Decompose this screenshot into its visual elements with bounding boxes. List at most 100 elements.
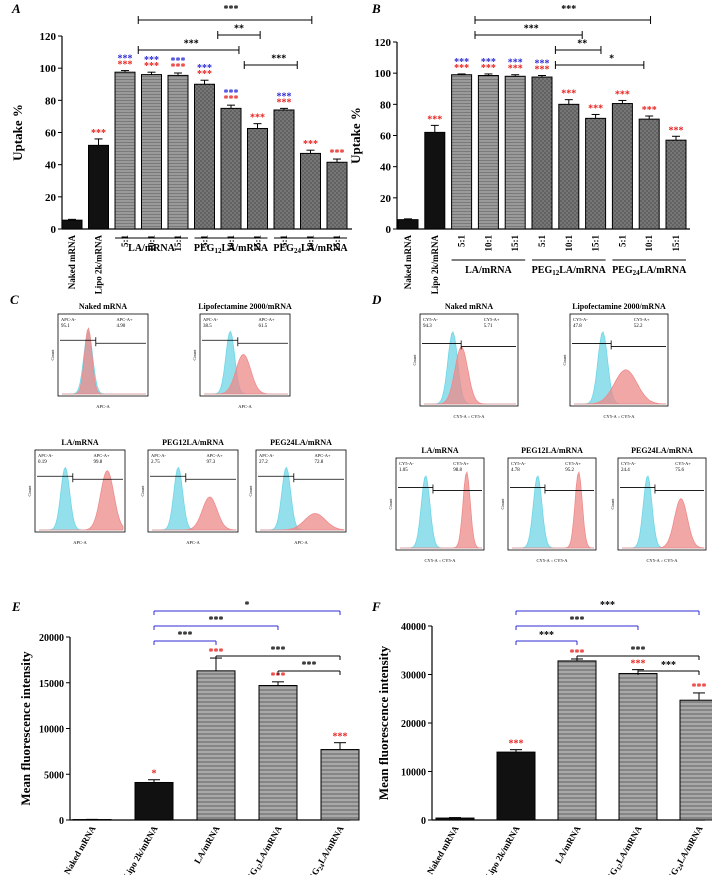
y-tick-label: 80 [380,99,392,111]
flow-x-axis-label: APC-A [96,404,110,409]
y-tick-label: 40 [45,160,57,172]
flow-plot-title: LA/mRNA [61,438,99,447]
bar [141,74,162,230]
x-tick-label: 10:1 [644,235,654,252]
x-tick-label: 5:1 [617,235,627,247]
significance-red: *** [561,89,576,100]
significance-red: *** [197,69,212,80]
gate-value-positive: 98.8 [453,468,462,473]
x-tick-label: Lipo 2k/mRNA [483,824,522,875]
significance-red: *** [588,103,603,114]
flow-plot-title: Lipofectamine 2000/mRNA [572,302,666,311]
significance-red: *** [171,62,186,73]
significance-blue: *** [454,57,469,68]
significance-red: *** [570,648,585,659]
gate-value-negative: 94.3 [423,324,432,329]
bar [134,781,174,821]
significance-red: *** [669,125,684,136]
flow-y-axis-label: Count [140,485,145,497]
y-tick-label: 20000 [401,719,426,730]
bracket-label: *** [178,630,193,641]
bar [477,75,499,230]
y-tick-label: 60 [45,128,57,140]
gate-value-positive: 75.6 [675,468,684,473]
bracket-label: *** [209,615,224,626]
x-tick-label: PEG24LA/mRNA [663,824,707,875]
y-tick-label: 100 [40,63,57,75]
bracket-label: * [245,600,250,611]
significance-red: *** [509,739,524,750]
bracket-label: *** [600,600,615,611]
gate-label-positive: APC-A+ [259,317,276,322]
flow-x-axis-label: APC-A [238,404,252,409]
bracket-label: *** [539,630,554,641]
bar [194,83,215,230]
gate-label-positive: APC-A+ [315,453,332,458]
flow-y-axis-label: Count [610,498,615,510]
bar [320,749,360,821]
y-axis-label: Mean fluorescence intensity [376,645,391,800]
sample-histogram [152,496,237,531]
gate-value-negative: 47.8 [573,324,582,329]
uptake-chart-A: 0 20 40 60 80 100 120 Uptake % Naked mRNA *** Lipo… [10,4,352,294]
bar [451,74,473,230]
x-tick-label: 15:1 [591,235,601,252]
x-tick-label: 5:1 [457,235,467,247]
gate-label-negative: CY5-A- [511,461,526,466]
flow-plot-title: PEG24LA/mRNA [270,438,332,447]
gate-label-positive: APC-A+ [94,453,111,458]
gate-label-negative: CY5-A- [573,317,588,322]
significance-red: *** [224,94,239,105]
significance-red: *** [481,63,496,74]
group-label: LA/mRNA [128,243,175,254]
gate-label-positive: CY5-A+ [634,317,650,322]
y-tick-label: 0 [386,224,392,236]
bar [88,144,109,230]
significance-red: *** [615,89,630,100]
bracket-label: * [609,54,614,65]
bracket-label: *** [302,660,317,671]
bracket-label: ** [234,24,244,35]
flow-y-axis-label: Count [500,498,505,510]
bar [435,817,475,821]
significance-red: * [152,769,157,780]
bar [618,673,658,821]
x-tick-label: Naked mRNA [67,235,77,290]
significance-red: *** [91,128,106,139]
bar [61,219,83,230]
panel-label-E: E [11,599,21,614]
flow-x-axis-label: APC-A [294,540,308,545]
x-tick-label: 5:1 [537,235,547,247]
gate-label-positive: APC-A+ [207,453,224,458]
flow-y-axis-label: Count [248,485,253,497]
x-tick-label: Lipo 2k/mRNA [121,824,160,875]
y-tick-label: 60 [380,131,392,143]
significance-red: *** [535,65,550,76]
flow-x-axis-label: CY5-A :: CY5-A [646,558,678,563]
significance-blue: *** [144,55,159,66]
y-tick-label: 100 [375,68,392,80]
flow-y-axis-label: Count [388,498,393,510]
bracket-label: *** [224,4,239,15]
y-tick-label: 5000 [44,770,64,781]
y-tick-label: 20 [45,192,57,204]
bar [114,71,136,230]
flow-x-axis-label: APC-A [186,540,200,545]
panel-label-A: A [11,1,21,16]
significance-red: *** [631,659,646,670]
significance-red: *** [454,63,469,74]
flow-plot-title: Naked mRNA [445,302,493,311]
flow-plot-frame [617,457,707,551]
x-tick-label: 10:1 [226,235,236,252]
y-axis-label: Uptake % [10,104,25,161]
x-tick-label: Lipo 2k/mRNA [430,235,440,295]
gate-label-positive: CY5-A+ [675,461,691,466]
gate-value-negative: 4.78 [511,468,520,473]
bar [258,684,298,821]
bar [496,751,536,821]
gate-label-negative: APC-A- [61,317,77,322]
bar [557,660,597,821]
sample-histogram [622,498,705,549]
y-tick-label: 0 [421,816,426,827]
